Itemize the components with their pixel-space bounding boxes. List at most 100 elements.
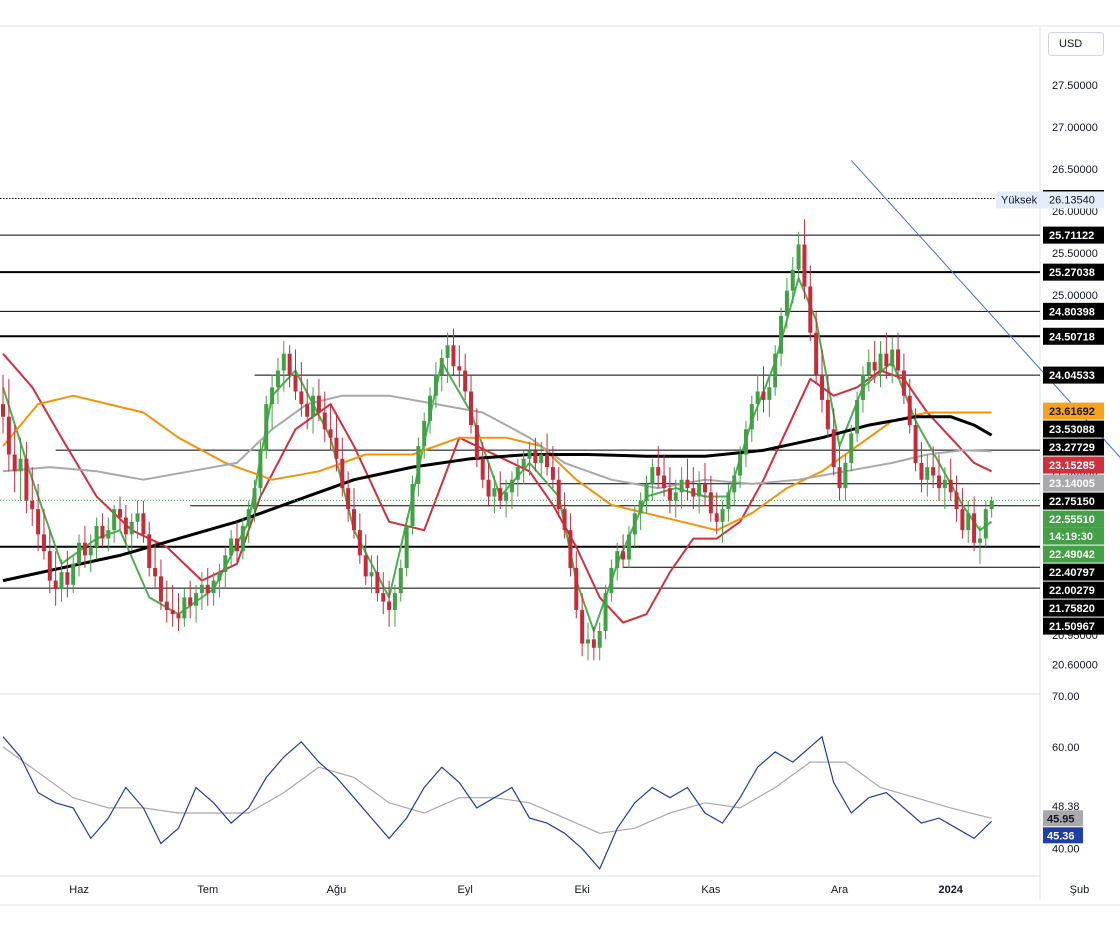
candle-body: [387, 601, 392, 610]
candle-body: [194, 593, 199, 606]
price-badge: [1043, 438, 1104, 456]
candle-body: [820, 374, 824, 400]
price-badge-label: 25.27038: [1049, 267, 1095, 279]
rsi-badge: [1043, 827, 1083, 844]
candle-body: [416, 446, 421, 484]
candle-body: [533, 450, 538, 463]
time-tick-label: Kas: [701, 884, 720, 896]
price-badge: [1043, 302, 1104, 320]
countdown-label: 14:19:30: [1049, 531, 1093, 543]
time-tick-label: Eyl: [458, 884, 473, 896]
high-marker-tag: [996, 191, 1043, 209]
candle-body: [556, 479, 561, 510]
candle-body: [270, 387, 275, 405]
candle-body: [305, 404, 310, 417]
price-badge-label: 22.00279: [1049, 585, 1095, 597]
price-tick-label: 25.50000: [1052, 248, 1098, 260]
candle-body: [509, 479, 514, 493]
rsi-tick-label: 40.00: [1052, 844, 1080, 856]
candle-body: [872, 362, 877, 371]
price-badge: [1043, 617, 1104, 635]
candle-body: [147, 534, 152, 568]
candle-body: [474, 425, 479, 459]
candle-body: [960, 509, 965, 531]
candle-body: [433, 374, 438, 396]
candle-body: [88, 546, 93, 556]
candle-body: [790, 269, 795, 291]
candle-body: [299, 391, 304, 405]
candle-body: [422, 420, 427, 447]
candle-body: [47, 551, 52, 581]
price-badge: [1043, 263, 1104, 281]
candle-body: [831, 429, 836, 468]
candle-body: [164, 601, 169, 610]
time-axis[interactable]: Haz Tem Ağu Eyl Eki Kas Ara 2024 Şub: [69, 884, 1089, 896]
price-badge-label: 21.75820: [1049, 603, 1095, 615]
candle-body: [6, 416, 11, 455]
candle-body: [369, 572, 374, 577]
candle-body: [217, 572, 222, 581]
price-badge-label: 23.15285: [1049, 460, 1095, 472]
time-tick-label: Haz: [69, 884, 89, 896]
candle-body: [919, 462, 924, 480]
candle-body: [199, 584, 204, 594]
candle-body: [451, 345, 456, 367]
price-badge: [1043, 456, 1104, 474]
candle-body: [714, 513, 719, 522]
price-badge-label: 23.27729: [1049, 442, 1095, 454]
candle-body: [703, 483, 707, 493]
candle-body: [410, 483, 415, 526]
candle-body: [275, 370, 280, 388]
candle-body: [609, 567, 614, 594]
candle-body: [24, 458, 29, 501]
price-badge: [1043, 366, 1104, 384]
candle-body: [264, 404, 269, 451]
horizontal-levels[interactable]: [0, 197, 1040, 589]
rsi-tick-label: 48.38: [1052, 801, 1080, 813]
candle-body: [404, 525, 409, 568]
candle-body: [463, 370, 468, 392]
candle-body: [931, 467, 936, 476]
candle-body: [662, 475, 667, 489]
price-tick-label: 25.00000: [1052, 290, 1098, 302]
candle-body: [761, 391, 766, 400]
candle-body: [439, 357, 444, 375]
price-badge-label: 24.04533: [1049, 370, 1095, 382]
candle-body: [480, 458, 485, 480]
high-marker-label: Yüksek: [1001, 194, 1038, 206]
price-badge-label: 22.40797: [1049, 567, 1095, 579]
currency-button[interactable]: USD: [1048, 32, 1104, 56]
candle-body: [229, 538, 234, 556]
candle-body: [41, 534, 46, 552]
time-tick-label: Şub: [1070, 884, 1090, 896]
rsi-badge-label: 45.95: [1047, 813, 1075, 825]
candle-body: [890, 349, 895, 367]
price-tick-label: 26.00000: [1052, 206, 1098, 218]
candle-body: [346, 488, 351, 510]
candle-body: [837, 467, 842, 489]
rsi-tick-label: 70.00: [1052, 691, 1080, 703]
candle-body: [545, 454, 550, 468]
candle-body: [937, 475, 941, 489]
high-marker-value: 26.13540: [1049, 194, 1095, 206]
candle-body: [281, 353, 286, 371]
candle-body: [258, 450, 263, 489]
price-badge-label: 25.71122: [1049, 230, 1094, 242]
candle-body: [638, 500, 643, 514]
candle-body: [749, 404, 754, 430]
trendline[interactable]: [850, 160, 1120, 509]
candle-body: [311, 395, 316, 417]
candle-body: [112, 509, 117, 531]
candle-body: [755, 391, 760, 405]
countdown-badge: [1043, 527, 1104, 545]
candle-body: [71, 563, 76, 585]
candle-body: [773, 353, 778, 388]
rsi-ma-line: [2, 746, 992, 834]
candle-body: [170, 609, 175, 615]
candle-body: [586, 639, 590, 644]
candle-body: [375, 572, 380, 594]
candle-body: [316, 395, 321, 413]
candle-body: [36, 509, 41, 535]
